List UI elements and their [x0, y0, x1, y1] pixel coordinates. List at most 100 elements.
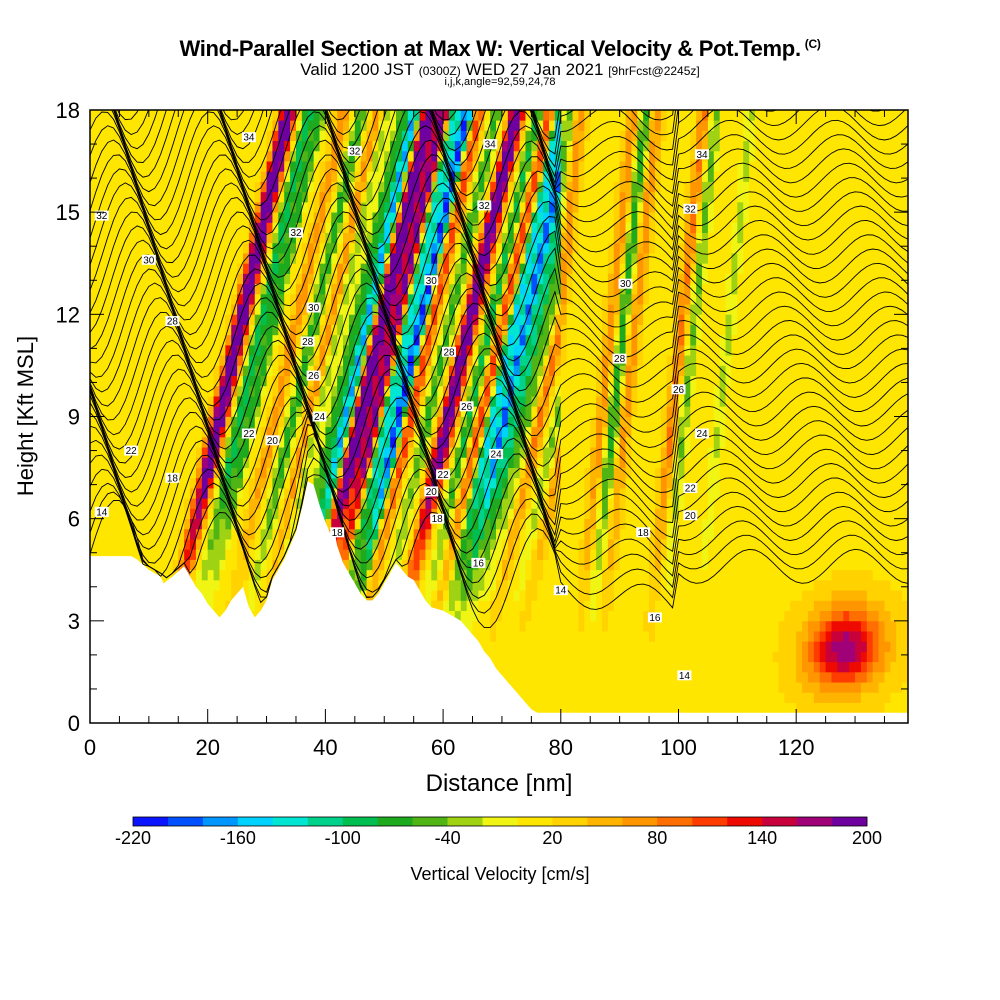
velocity-cell — [248, 344, 256, 356]
velocity-cell — [213, 263, 220, 274]
velocity-cell — [525, 222, 532, 233]
velocity-cell — [237, 518, 244, 530]
velocity-cell — [142, 263, 150, 274]
velocity-cell — [513, 283, 520, 295]
velocity-cell — [254, 334, 262, 346]
velocity-cell — [237, 426, 244, 438]
velocity-cell — [154, 324, 162, 336]
velocity-cell — [484, 242, 491, 254]
velocity-cell — [372, 447, 379, 458]
velocity-cell — [396, 150, 403, 162]
velocity-cell — [266, 232, 273, 244]
velocity-cell — [496, 416, 503, 428]
velocity-cell — [225, 590, 232, 601]
velocity-cell — [566, 324, 573, 336]
velocity-cell — [537, 436, 544, 448]
velocity-cell — [425, 293, 432, 305]
velocity-cell — [390, 253, 397, 264]
velocity-cell — [154, 232, 162, 244]
velocity-cell — [543, 549, 550, 560]
velocity-cell — [219, 549, 226, 560]
velocity-cell — [142, 457, 150, 468]
velocity-cell — [519, 232, 526, 244]
velocity-cell — [142, 355, 150, 366]
velocity-cell — [272, 416, 279, 428]
velocity-cell — [295, 324, 303, 336]
velocity-cell — [484, 283, 491, 295]
velocity-cell — [137, 161, 144, 172]
velocity-cell — [448, 436, 456, 448]
velocity-cell — [543, 222, 550, 233]
velocity-cell — [101, 385, 109, 397]
velocity-cell — [248, 579, 256, 591]
velocity-cell — [295, 498, 303, 509]
velocity-cell — [519, 631, 526, 642]
velocity-cell — [237, 304, 244, 315]
velocity-cell — [290, 324, 297, 336]
velocity-cell — [454, 375, 462, 387]
velocity-cell — [443, 539, 450, 550]
velocity-cell — [219, 242, 226, 254]
velocity-cell — [490, 579, 497, 591]
velocity-cell — [519, 304, 526, 315]
velocity-cell — [295, 110, 303, 121]
velocity-cell — [154, 150, 162, 162]
velocity-cell — [295, 447, 303, 458]
velocity-cell — [425, 140, 432, 152]
velocity-cell — [390, 518, 397, 530]
velocity-cell — [566, 610, 573, 622]
velocity-cell — [190, 406, 197, 417]
velocity-cell — [366, 150, 373, 162]
velocity-cell — [501, 631, 509, 642]
velocity-cell — [160, 150, 167, 162]
velocity-cell — [501, 140, 509, 152]
velocity-cell — [107, 324, 114, 336]
velocity-cell — [378, 355, 385, 366]
velocity-cell — [131, 385, 138, 397]
velocity-cell — [431, 406, 438, 417]
velocity-cell — [425, 559, 432, 571]
velocity-cell — [425, 426, 432, 438]
velocity-cell — [372, 508, 379, 520]
velocity-cell — [131, 457, 138, 468]
velocity-cell — [125, 232, 132, 244]
velocity-cell — [237, 201, 244, 213]
velocity-cell — [566, 283, 573, 295]
velocity-cell — [254, 191, 262, 203]
velocity-cell — [337, 191, 344, 203]
velocity-cell — [390, 426, 397, 438]
velocity-cell — [113, 273, 120, 285]
velocity-cell — [325, 477, 332, 489]
velocity-cell — [354, 416, 362, 428]
velocity-cell — [478, 344, 485, 356]
velocity-cell — [248, 273, 256, 285]
velocity-cell — [248, 447, 256, 458]
velocity-cell — [154, 436, 162, 448]
velocity-cell — [566, 181, 573, 193]
velocity-cell — [407, 212, 415, 223]
velocity-cell — [284, 488, 291, 499]
velocity-cell — [231, 130, 238, 142]
velocity-cell — [125, 488, 132, 499]
velocity-cell — [472, 324, 479, 336]
velocity-cell — [519, 253, 526, 264]
velocity-cell — [501, 600, 509, 612]
velocity-cell — [266, 549, 273, 560]
velocity-cell — [195, 334, 203, 346]
velocity-cell — [513, 304, 520, 315]
velocity-cell — [360, 416, 367, 428]
velocity-cell — [413, 539, 420, 550]
copyright-mark: (C) — [804, 36, 821, 51]
velocity-cell — [190, 161, 197, 172]
velocity-cell — [531, 539, 538, 550]
velocity-cell — [531, 191, 538, 203]
velocity-cell — [137, 355, 144, 366]
velocity-cell — [95, 283, 103, 295]
velocity-cell — [431, 334, 438, 346]
velocity-cell — [254, 447, 262, 458]
velocity-cell — [325, 181, 332, 193]
velocity-cell — [472, 467, 479, 479]
velocity-cell — [360, 590, 367, 601]
velocity-cell — [466, 559, 473, 571]
velocity-cell — [184, 457, 191, 468]
